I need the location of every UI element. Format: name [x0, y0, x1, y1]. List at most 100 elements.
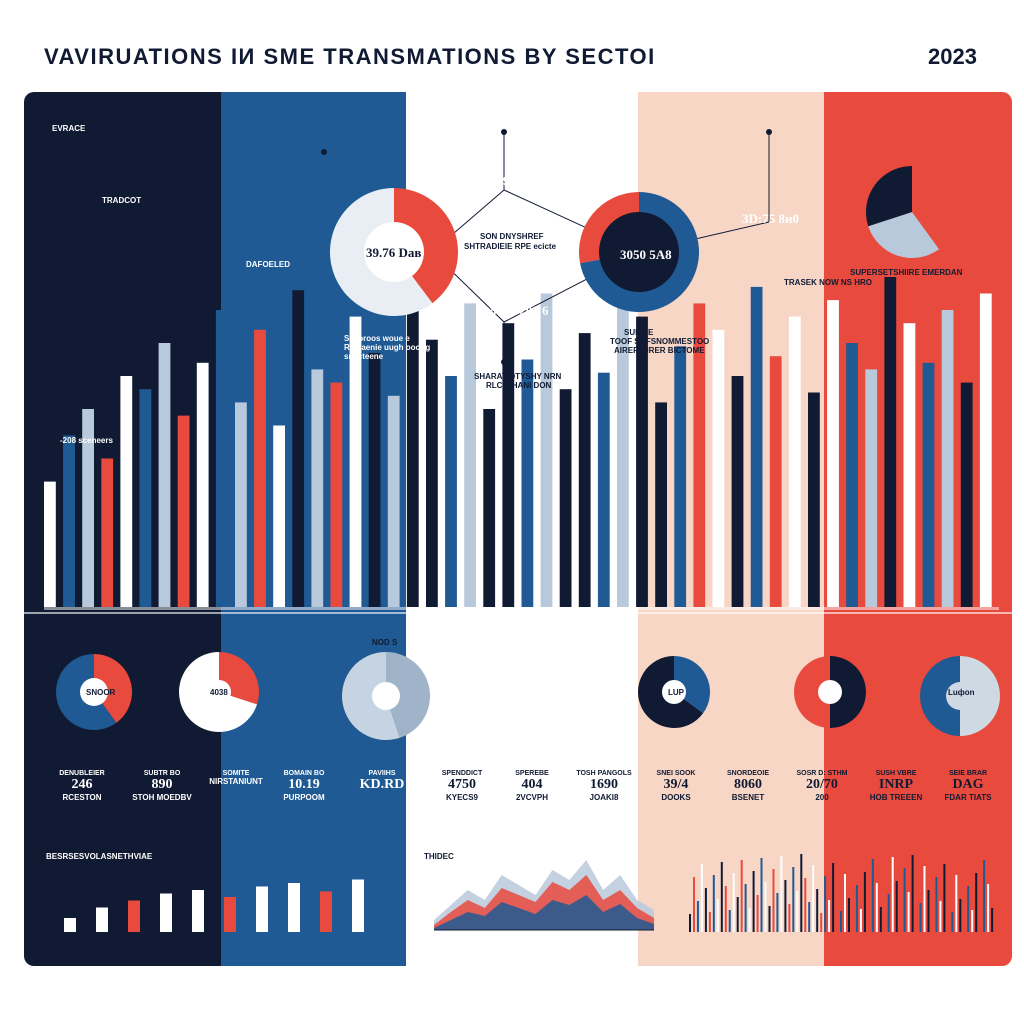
- spike-bar: [764, 882, 767, 932]
- stat-bottom: KYECS9: [445, 793, 478, 802]
- main-bar: [139, 389, 152, 607]
- stat-value: 4750: [448, 777, 476, 792]
- spike-bar: [971, 910, 974, 932]
- connector-dot: [501, 359, 507, 365]
- spike-bar: [772, 869, 775, 932]
- bottom-donut-label-1: SNOOR: [86, 688, 116, 697]
- bottom-donut-1-hole: [80, 678, 108, 706]
- main-bar: [865, 369, 878, 607]
- connector-dot: [641, 349, 647, 355]
- small-bar: [320, 891, 332, 932]
- small-bar: [64, 918, 76, 932]
- spike-bar: [700, 864, 703, 932]
- main-bar: [464, 303, 476, 607]
- main-bar: [426, 339, 438, 607]
- spike-bar: [879, 907, 882, 932]
- infographic-board: EVRACE TRADCOT DAFOELED SON DNYSHREF SHT…: [24, 92, 1012, 966]
- small-bar-chart: [64, 879, 364, 932]
- spike-bar: [883, 870, 886, 932]
- main-bar: [788, 316, 801, 607]
- bottom-donut-5-hole: [662, 680, 686, 704]
- bottom-donut-label-2: 4038: [210, 688, 228, 697]
- stat-value: 404: [521, 777, 543, 792]
- spike-bar: [840, 911, 842, 932]
- spike-bar: [800, 854, 803, 932]
- spike-bar: [935, 877, 938, 932]
- spike-bar: [979, 897, 982, 932]
- stat-top: SUSH VBRE: [875, 770, 917, 777]
- spike-bar: [891, 857, 894, 932]
- stat-bottom: STOH MOEDBV: [132, 793, 192, 802]
- stat-block: SUBTR BO 890 STOH MOEDBV: [122, 770, 202, 802]
- spike-bar: [752, 871, 755, 932]
- bottom-donut-1-slice: [94, 654, 133, 723]
- connector-dot: [766, 129, 772, 135]
- spike-bar: [808, 902, 811, 932]
- stat-value: 10.19: [288, 777, 320, 792]
- stat-bottom: 2VCVPH: [515, 793, 548, 802]
- stat-value: 890: [151, 777, 173, 792]
- bottom-donut-5-slice: [674, 656, 710, 714]
- scenters-label: -208 sceneers: [60, 436, 113, 445]
- spike-bar: [740, 860, 743, 932]
- suithe-note-3: AIRER SIRER BICTOME: [614, 346, 705, 355]
- panel-top-label: EVRACE: [52, 124, 86, 133]
- separator-line: [24, 612, 1012, 614]
- main-bar: [827, 300, 839, 607]
- small-bar: [256, 886, 268, 932]
- stat-bottom: PURPOOM: [283, 793, 325, 802]
- stat-top: BOMAIN BO: [283, 770, 325, 777]
- bottom-donut-2-hole: [207, 680, 231, 704]
- main-bar: [445, 376, 457, 607]
- stat-block: SOSR D: STHM 20/70 200: [782, 770, 862, 802]
- spike-bar: [975, 873, 978, 932]
- main-bar: [941, 310, 954, 607]
- spike-bar: [987, 884, 990, 932]
- donut-label-5: 3D:75 8и0: [742, 211, 799, 226]
- page-title: VAVIRUATIONS IИ SME TRANSMATIONS BY SECT…: [44, 44, 656, 69]
- stat-top: SOMITE: [222, 770, 250, 777]
- spike-bar: [724, 886, 727, 932]
- spike-bar: [804, 878, 807, 932]
- spike-bar: [887, 894, 890, 932]
- small-bar: [224, 897, 236, 932]
- bottom-donut-4-hole: [504, 678, 532, 706]
- stat-top: PAVIIHS: [368, 770, 396, 777]
- spike-bar: [756, 895, 759, 932]
- stat-bottom: HOB TREEEN: [869, 793, 923, 802]
- spike-bar: [716, 899, 719, 932]
- donut-6-slice: [912, 166, 959, 250]
- main-bar: [884, 277, 897, 607]
- stat-value: 1690: [590, 777, 618, 792]
- spike-bar: [816, 889, 819, 932]
- tradcot-label: TRADCOT: [102, 196, 142, 205]
- small-bar: [128, 900, 140, 932]
- spike-bar: [927, 890, 930, 932]
- blue-note-1: Secoroos woue e: [344, 334, 410, 343]
- main-bar: [349, 316, 362, 607]
- main-bar: [559, 389, 572, 607]
- spike-bar: [915, 879, 918, 932]
- spike-chart: [689, 854, 997, 932]
- main-bar: [731, 376, 744, 607]
- spike-bar: [911, 855, 914, 932]
- bottom-left-heading: BESRSESVOLASNETHVIAE: [46, 852, 153, 861]
- donut-1-hole: [364, 222, 424, 282]
- main-bar: [406, 283, 419, 607]
- stat-bottom: FDAR TIATS: [944, 793, 992, 802]
- main-bar: [292, 290, 305, 607]
- small-bar: [160, 893, 172, 932]
- main-bar: [693, 303, 706, 607]
- stat-block: SEIE BRAR DAG FDAR TIATS: [928, 770, 1008, 802]
- spike-bar: [796, 891, 799, 932]
- red-note-2: TRASEK NOW NS HRO: [784, 278, 872, 287]
- main-bar: [502, 323, 515, 607]
- donut-6-slice: [868, 212, 940, 258]
- spike-bar: [820, 913, 823, 932]
- stat-block: TOSH PANGOLS 1690 JOAKI8: [564, 770, 644, 802]
- small-bar: [96, 907, 108, 932]
- spike-bar: [844, 874, 846, 932]
- bottom-donut-3-slice: [386, 652, 430, 738]
- main-bar: [540, 293, 553, 607]
- stat-top: SEIE BRAR: [948, 770, 988, 777]
